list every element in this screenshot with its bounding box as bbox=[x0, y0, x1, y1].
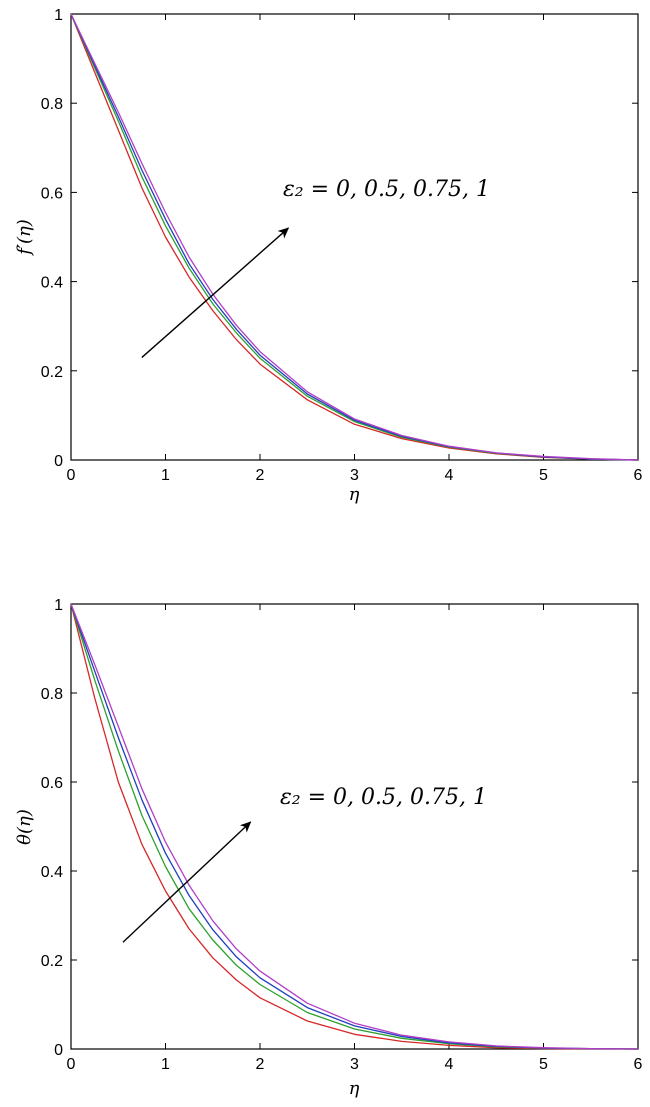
y-tick-label: 0.6 bbox=[41, 185, 63, 202]
parameter-annotation: ε₂ = 0, 0.5, 0.75, 1 bbox=[283, 177, 490, 202]
x-tick-label: 3 bbox=[350, 467, 359, 484]
y-tick-label: 0 bbox=[54, 1042, 63, 1059]
x-tick-label: 0 bbox=[67, 467, 76, 484]
x-tick-label: 1 bbox=[161, 467, 170, 484]
y-tick-label: 1 bbox=[54, 597, 63, 614]
series-line-3 bbox=[70, 13, 639, 461]
x-tick-label: 5 bbox=[539, 1056, 548, 1073]
x-axis-label: η bbox=[349, 484, 360, 505]
y-tick-label: 0.8 bbox=[41, 686, 63, 703]
series-line-2 bbox=[70, 13, 639, 461]
y-tick-label: 0.6 bbox=[41, 775, 63, 792]
y-tick-label: 0.2 bbox=[41, 364, 63, 381]
x-tick-label: 2 bbox=[256, 1056, 265, 1073]
y-tick-label: 0.4 bbox=[41, 275, 63, 292]
series-line-3 bbox=[70, 603, 639, 1050]
parameter-annotation: ε₂ = 0, 0.5, 0.75, 1 bbox=[280, 785, 487, 810]
series-line-1 bbox=[70, 603, 639, 1050]
x-tick-label: 6 bbox=[634, 467, 643, 484]
x-tick-label: 3 bbox=[350, 1056, 359, 1073]
trend-arrow bbox=[122, 821, 252, 943]
x-tick-label: 1 bbox=[161, 1056, 170, 1073]
y-tick-label: 1 bbox=[54, 7, 63, 24]
series-line-1 bbox=[70, 13, 639, 461]
chart-velocity-profile: 0 1 2 3 4 5 6 0 0.2 0.4 0.6 0.8 1 ε₂ = 0, 0.5, 0.75… bbox=[14, 7, 643, 505]
y-tick-group: 0 0.2 0.4 0.6 0.8 1 bbox=[41, 597, 638, 1059]
x-tick-label: 4 bbox=[445, 1056, 454, 1073]
series-group bbox=[70, 603, 639, 1050]
y-tick-label: 0.8 bbox=[41, 96, 63, 113]
series-group bbox=[70, 13, 639, 461]
x-axis-label: η bbox=[349, 1078, 360, 1099]
y-axis-label: f′(η) bbox=[14, 219, 35, 257]
x-tick-label: 4 bbox=[445, 467, 454, 484]
series-line-0 bbox=[70, 603, 638, 1050]
y-tick-group: 0 0.2 0.4 0.6 0.8 1 bbox=[41, 7, 638, 470]
x-tick-label: 5 bbox=[539, 467, 548, 484]
y-axis-label: θ(η) bbox=[14, 809, 35, 845]
trend-arrow bbox=[141, 227, 290, 358]
plot-frame bbox=[70, 603, 639, 1050]
x-tick-label: 0 bbox=[67, 1056, 76, 1073]
x-tick-label: 6 bbox=[634, 1056, 643, 1073]
plot-frame bbox=[70, 13, 639, 461]
x-tick-group: 0 1 2 3 4 5 6 bbox=[67, 14, 643, 484]
y-tick-label: 0.2 bbox=[41, 953, 63, 970]
series-line-0 bbox=[70, 13, 639, 461]
series-line-2 bbox=[70, 603, 639, 1050]
y-tick-label: 0.4 bbox=[41, 864, 63, 881]
x-tick-label: 2 bbox=[256, 467, 265, 484]
y-tick-label: 0 bbox=[54, 453, 63, 470]
chart-temperature-profile: 0 1 2 3 4 5 6 0 0.2 0.4 0.6 0.8 1 ε₂ = 0, 0.5, 0.75… bbox=[14, 597, 643, 1099]
